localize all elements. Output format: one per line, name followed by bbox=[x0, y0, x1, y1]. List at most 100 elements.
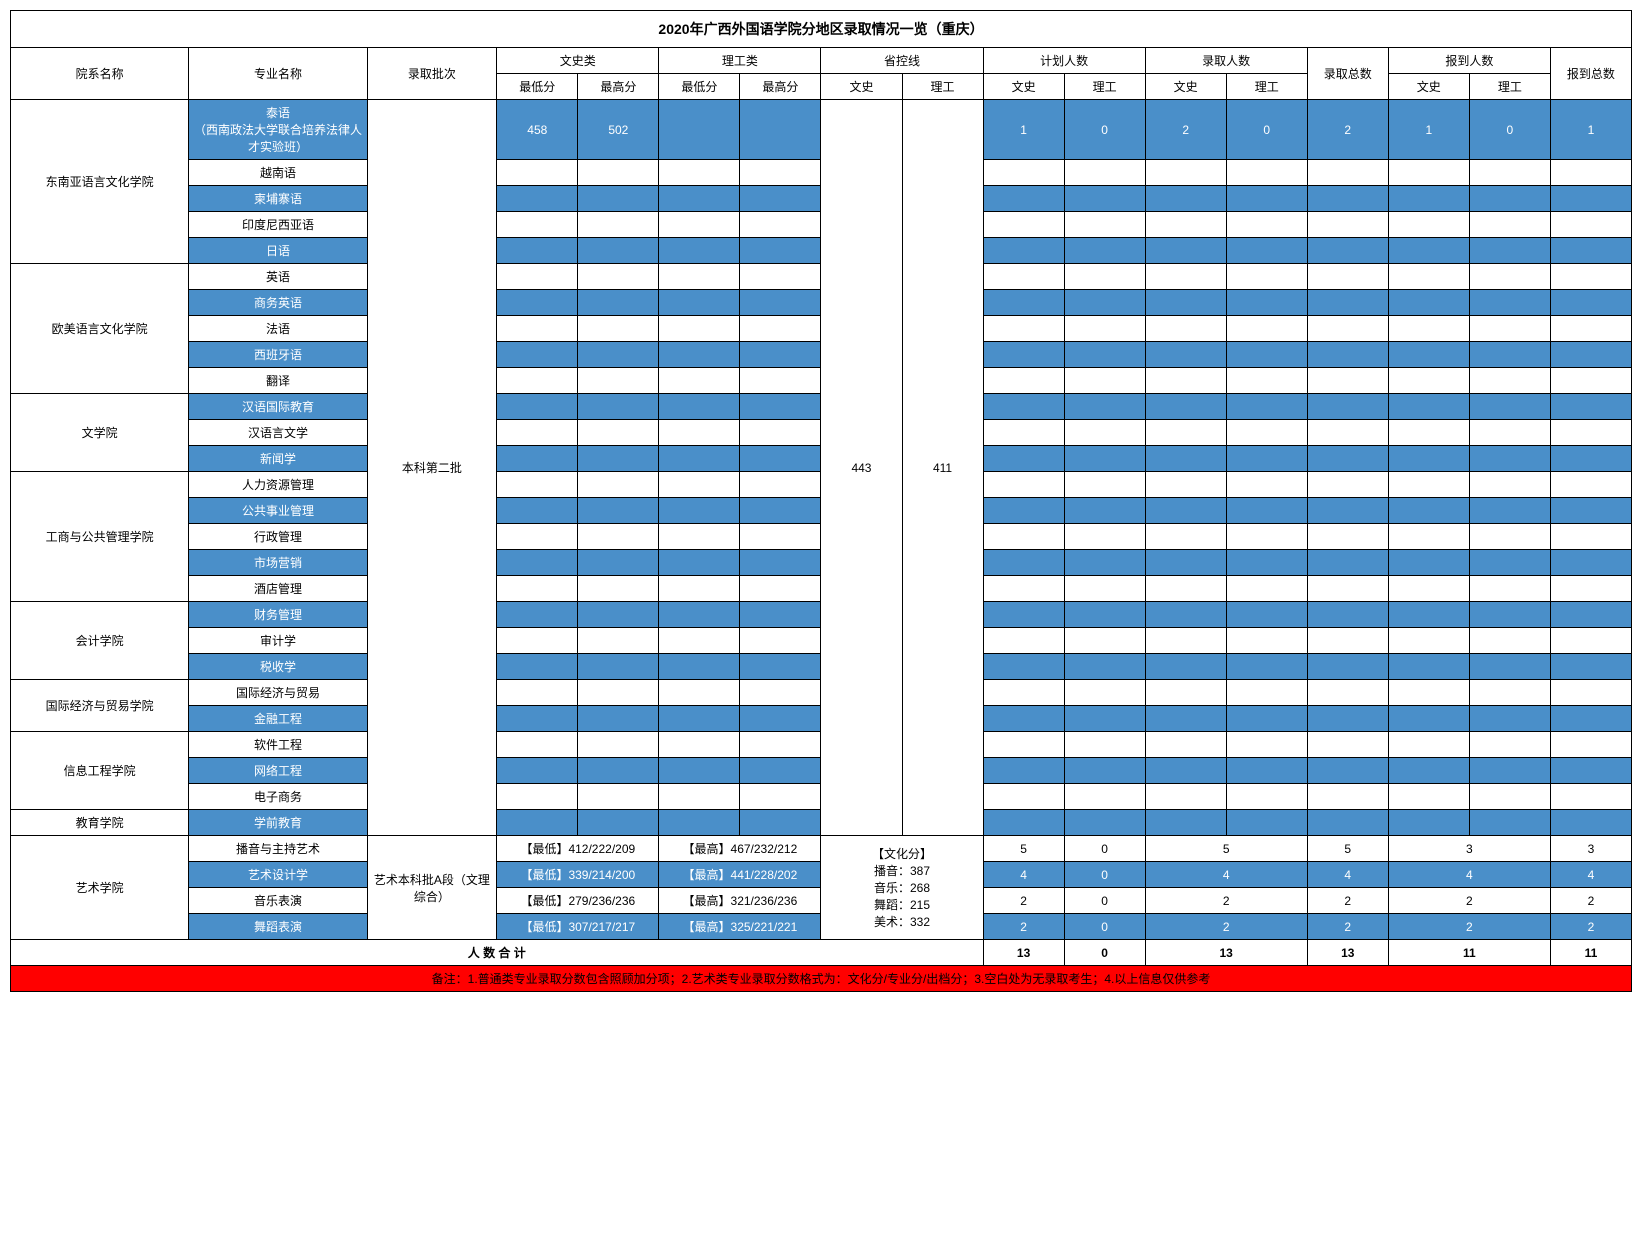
major-name: 酒店管理 bbox=[189, 576, 367, 602]
report-lg bbox=[1469, 784, 1550, 810]
art-plan-ws: 2 bbox=[983, 888, 1064, 914]
lg-max bbox=[740, 238, 821, 264]
ws-max bbox=[578, 316, 659, 342]
plan-lg bbox=[1064, 706, 1145, 732]
admit-lg bbox=[1226, 706, 1307, 732]
ws-max bbox=[578, 524, 659, 550]
plan-ws bbox=[983, 524, 1064, 550]
plan-ws bbox=[983, 186, 1064, 212]
hdr-admit-total: 录取总数 bbox=[1307, 48, 1388, 100]
admit-lg bbox=[1226, 680, 1307, 706]
major-name: 行政管理 bbox=[189, 524, 367, 550]
ws-min bbox=[497, 784, 578, 810]
admit-ws bbox=[1145, 576, 1226, 602]
admit-lg bbox=[1226, 498, 1307, 524]
plan-lg bbox=[1064, 524, 1145, 550]
plan-lg bbox=[1064, 680, 1145, 706]
plan-lg bbox=[1064, 212, 1145, 238]
report-total bbox=[1550, 186, 1631, 212]
report-total bbox=[1550, 368, 1631, 394]
report-ws bbox=[1388, 524, 1469, 550]
plan-ws bbox=[983, 316, 1064, 342]
ws-min bbox=[497, 758, 578, 784]
art-admit-total: 5 bbox=[1307, 836, 1388, 862]
lg-min bbox=[659, 654, 740, 680]
lg-max bbox=[740, 100, 821, 160]
admit-total bbox=[1307, 212, 1388, 238]
lg-max bbox=[740, 784, 821, 810]
plan-lg bbox=[1064, 654, 1145, 680]
art-high: 【最高】467/232/212 bbox=[659, 836, 821, 862]
ws-min bbox=[497, 238, 578, 264]
report-total bbox=[1550, 342, 1631, 368]
lg-max bbox=[740, 316, 821, 342]
plan-ws bbox=[983, 264, 1064, 290]
plan-ws bbox=[983, 758, 1064, 784]
report-lg bbox=[1469, 524, 1550, 550]
admit-total bbox=[1307, 316, 1388, 342]
plan-lg bbox=[1064, 758, 1145, 784]
art-admit-total: 2 bbox=[1307, 914, 1388, 940]
ws-max bbox=[578, 576, 659, 602]
plan-ws bbox=[983, 498, 1064, 524]
plan-lg bbox=[1064, 602, 1145, 628]
plan-lg bbox=[1064, 160, 1145, 186]
report-total bbox=[1550, 498, 1631, 524]
lg-max bbox=[740, 758, 821, 784]
report-ws bbox=[1388, 290, 1469, 316]
report-ws bbox=[1388, 238, 1469, 264]
ws-min bbox=[497, 576, 578, 602]
report-total bbox=[1550, 706, 1631, 732]
hdr-major: 专业名称 bbox=[189, 48, 367, 100]
major-name: 财务管理 bbox=[189, 602, 367, 628]
report-total bbox=[1550, 550, 1631, 576]
art-plan-lg: 0 bbox=[1064, 914, 1145, 940]
report-total: 1 bbox=[1550, 100, 1631, 160]
major-name: 公共事业管理 bbox=[189, 498, 367, 524]
major-name: 越南语 bbox=[189, 160, 367, 186]
report-lg bbox=[1469, 732, 1550, 758]
ws-min bbox=[497, 706, 578, 732]
hdr-lg-max: 最高分 bbox=[740, 74, 821, 100]
admit-total bbox=[1307, 394, 1388, 420]
hdr-report-ws: 文史 bbox=[1388, 74, 1469, 100]
plan-ws bbox=[983, 394, 1064, 420]
ws-min bbox=[497, 264, 578, 290]
admit-total bbox=[1307, 550, 1388, 576]
plan-ws bbox=[983, 810, 1064, 836]
admit-ws bbox=[1145, 446, 1226, 472]
admit-ws bbox=[1145, 264, 1226, 290]
report-ws bbox=[1388, 680, 1469, 706]
lg-min bbox=[659, 784, 740, 810]
admit-lg bbox=[1226, 472, 1307, 498]
report-lg bbox=[1469, 342, 1550, 368]
ws-max bbox=[578, 420, 659, 446]
ws-max bbox=[578, 290, 659, 316]
report-ws bbox=[1388, 784, 1469, 810]
total-report-total: 11 bbox=[1550, 940, 1631, 966]
ws-min bbox=[497, 654, 578, 680]
hdr-ws-min: 最低分 bbox=[497, 74, 578, 100]
batch-art: 艺术本科批A段（文理综合） bbox=[367, 836, 497, 940]
lg-max bbox=[740, 472, 821, 498]
report-ws bbox=[1388, 472, 1469, 498]
report-total bbox=[1550, 238, 1631, 264]
plan-lg bbox=[1064, 498, 1145, 524]
admit-total: 2 bbox=[1307, 100, 1388, 160]
ws-max: 502 bbox=[578, 100, 659, 160]
lg-min bbox=[659, 602, 740, 628]
report-ws bbox=[1388, 758, 1469, 784]
lg-min bbox=[659, 498, 740, 524]
report-lg bbox=[1469, 628, 1550, 654]
report-total bbox=[1550, 524, 1631, 550]
admit-ws bbox=[1145, 420, 1226, 446]
admit-lg bbox=[1226, 368, 1307, 394]
lg-min bbox=[659, 524, 740, 550]
ws-max bbox=[578, 758, 659, 784]
plan-ws bbox=[983, 706, 1064, 732]
major-name: 金融工程 bbox=[189, 706, 367, 732]
plan-lg bbox=[1064, 628, 1145, 654]
admit-lg bbox=[1226, 602, 1307, 628]
lg-min bbox=[659, 290, 740, 316]
admit-ws bbox=[1145, 732, 1226, 758]
